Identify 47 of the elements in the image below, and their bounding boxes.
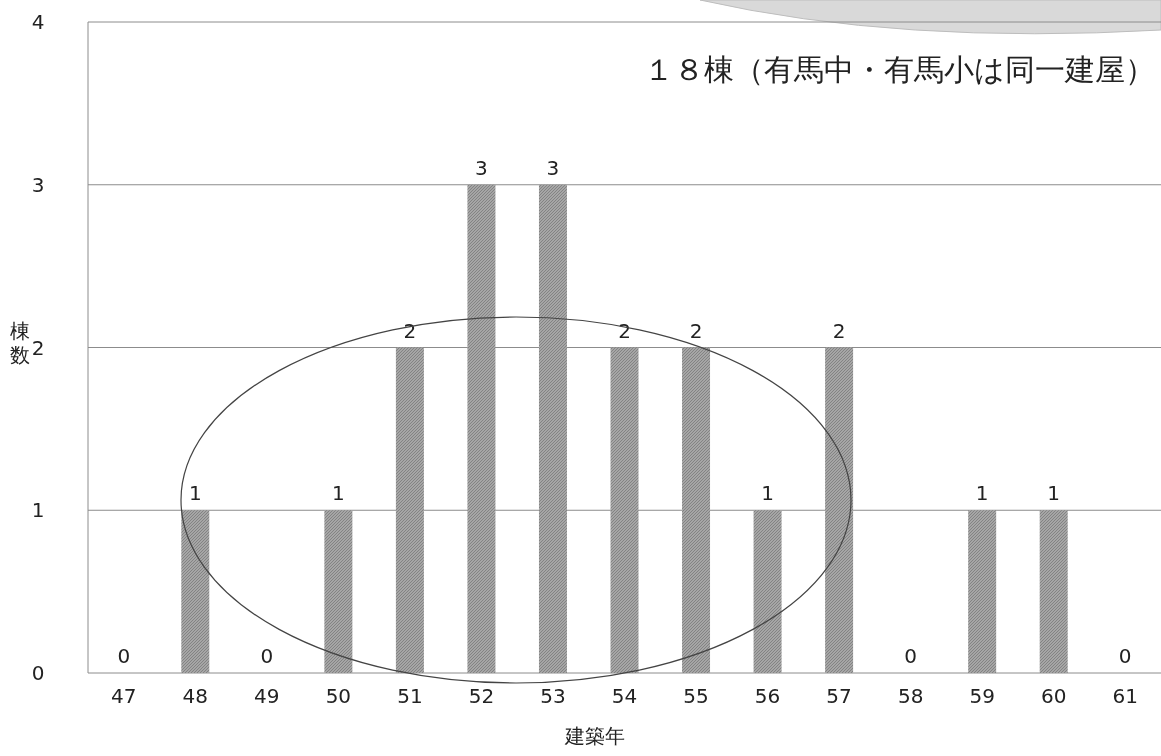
data-label: 2	[832, 318, 846, 343]
data-label: 1	[975, 481, 989, 506]
data-label: 1	[332, 481, 345, 506]
x-tick-label: 56	[754, 684, 781, 708]
x-tick-label: 48	[182, 684, 209, 708]
data-label: 0	[260, 644, 274, 668]
bar	[324, 510, 353, 673]
data-label: 1	[1047, 481, 1061, 506]
x-tick-label: 61	[1112, 684, 1138, 708]
x-tick-label: 51	[397, 684, 423, 708]
x-tick-label: 59	[969, 684, 995, 708]
bar	[538, 184, 567, 673]
x-axis-title: 建築年	[563, 724, 625, 748]
bar	[825, 347, 854, 673]
bar	[753, 510, 782, 673]
y-tick-label: 4	[31, 10, 45, 34]
y-tick-label: 0	[31, 661, 45, 685]
x-tick-label: 60	[1040, 684, 1067, 708]
data-label: 1	[188, 481, 202, 506]
data-label: 0	[1118, 644, 1132, 668]
data-label: 2	[689, 318, 703, 343]
y-tick-label: 1	[31, 498, 45, 523]
x-tick-label: 58	[897, 684, 924, 708]
data-label: 0	[117, 644, 131, 668]
bar	[682, 347, 711, 673]
x-tick-label: 57	[826, 684, 852, 708]
x-tick-label: 53	[540, 684, 566, 708]
data-label: 3	[475, 155, 488, 180]
text: １８棟（有馬中・有馬小は同一建屋）	[644, 52, 1155, 87]
bar	[968, 510, 997, 673]
x-tick-label: 54	[611, 684, 638, 708]
x-tick-label: 49	[254, 684, 280, 708]
data-label: 3	[546, 155, 560, 180]
x-tick-label: 55	[683, 684, 709, 708]
bar	[1039, 510, 1068, 673]
x-tick-label: 52	[468, 684, 495, 708]
bar	[181, 510, 210, 673]
x-tick-label: 47	[111, 684, 137, 708]
y-tick-label: 2	[31, 335, 45, 360]
y-axis-title: 棟数	[10, 319, 30, 367]
y-tick-label: 3	[31, 172, 45, 197]
bar	[467, 184, 496, 673]
x-tick-label: 50	[325, 684, 352, 708]
bar	[395, 347, 424, 673]
bar	[610, 347, 639, 673]
data-label: 1	[761, 481, 774, 506]
data-label: 0	[904, 644, 917, 668]
